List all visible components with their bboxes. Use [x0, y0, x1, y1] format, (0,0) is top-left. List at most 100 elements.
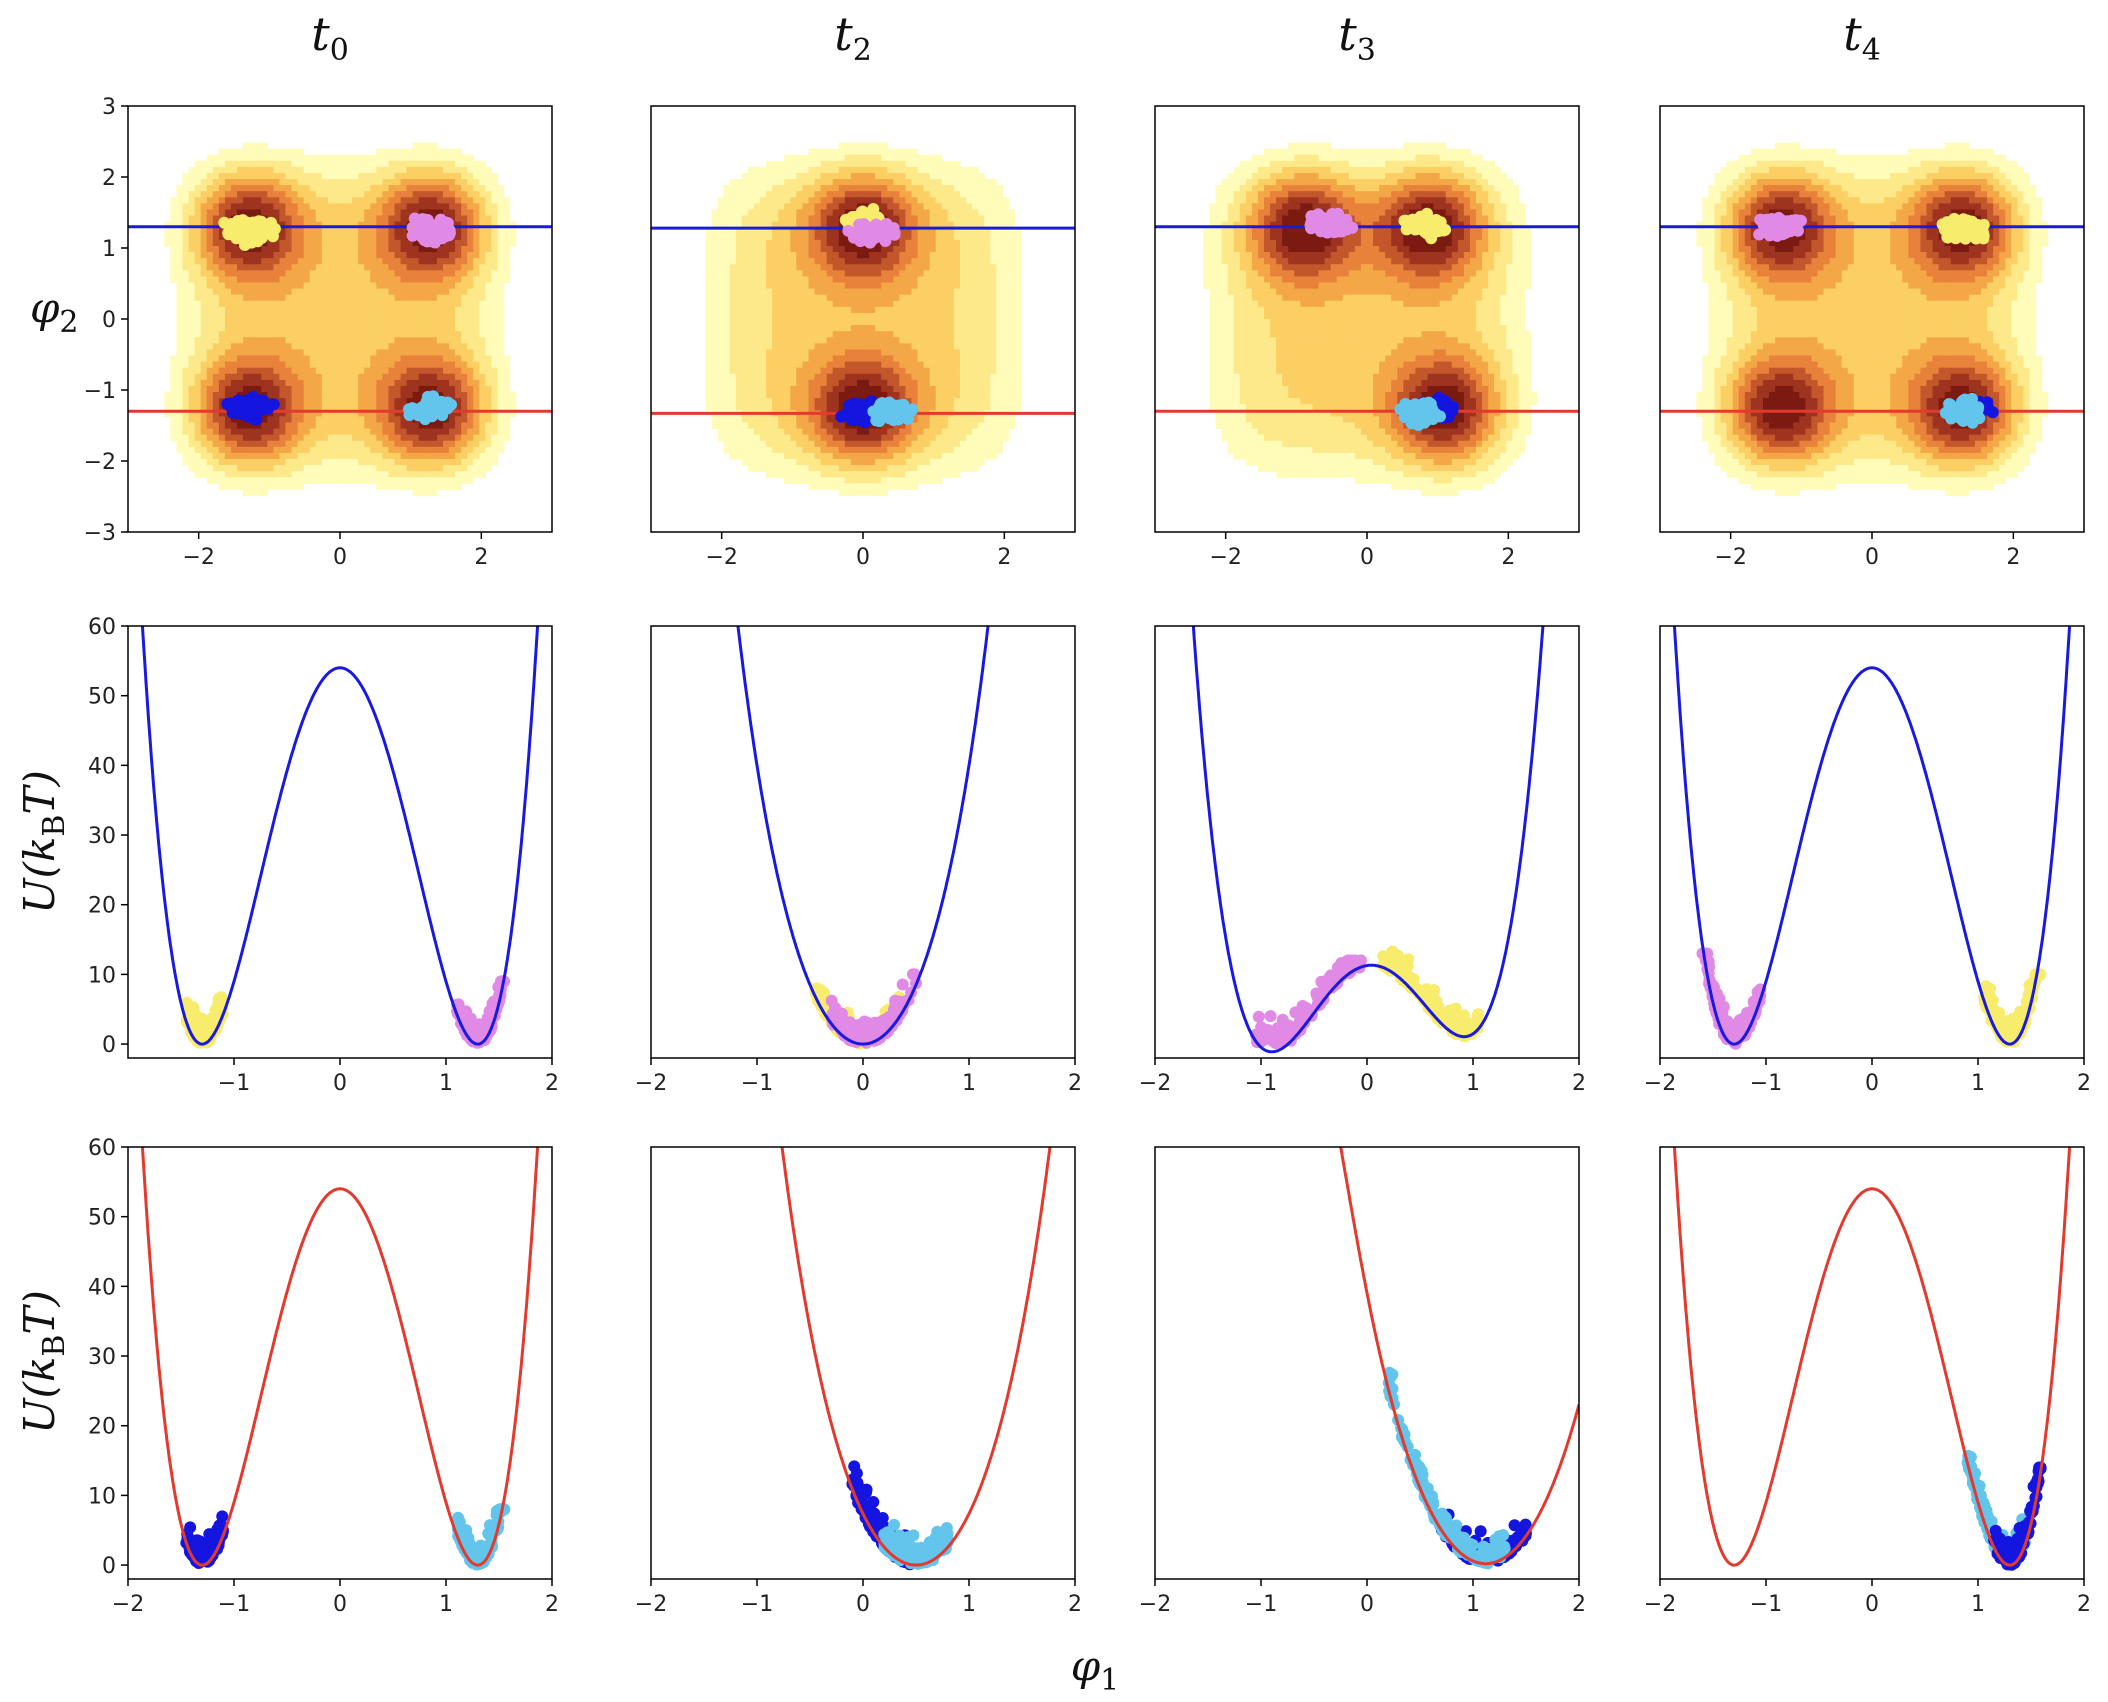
y-tick-label: 30	[88, 824, 116, 849]
point	[907, 1529, 920, 1542]
point	[908, 1552, 921, 1565]
point	[406, 221, 419, 234]
x-tick-label: −1	[741, 1071, 773, 1096]
x-tick-label: −1	[218, 1592, 250, 1617]
cluster-pink	[1304, 207, 1359, 239]
panel-row2-t3: −2 −1 0 1 2	[1139, 625, 1586, 1096]
x-tick-label: 0	[856, 545, 870, 570]
point	[1508, 1519, 1521, 1532]
y-tick-label: 50	[88, 685, 116, 710]
x-tick-label: 2	[1572, 1071, 1586, 1096]
cluster-yellow	[1936, 212, 1990, 245]
point	[1429, 997, 1442, 1010]
cluster-light_blue	[878, 1518, 954, 1570]
y-tick-label: 20	[88, 894, 116, 919]
point	[1277, 1021, 1290, 1034]
energy-curve	[140, 626, 540, 1046]
x-tick-label: 2	[2077, 1592, 2091, 1617]
x-tick-label: −2	[1644, 1071, 1676, 1096]
cluster-light_blue	[1394, 396, 1446, 431]
x-tick-label: 0	[333, 1592, 347, 1617]
panel-row3-t3: −2 −1 0 1 2	[1139, 1146, 1586, 1617]
x-tick-label: 1	[439, 1071, 453, 1096]
point	[1716, 1004, 1729, 1017]
point	[906, 968, 919, 981]
x-tick-label: −2	[182, 545, 214, 570]
point	[2001, 1023, 2014, 1036]
point	[1335, 214, 1348, 227]
point	[1781, 215, 1794, 228]
energy-curve	[1339, 1147, 1579, 1566]
point	[1949, 232, 1962, 245]
point	[460, 1005, 473, 1018]
x-tick-label: 0	[1865, 545, 1879, 570]
point	[1392, 961, 1405, 974]
point	[1438, 1008, 1451, 1021]
point	[1295, 1012, 1308, 1025]
point	[1455, 1021, 1468, 1034]
y-tick-label: 0	[102, 1033, 116, 1058]
y-tick-label: 60	[88, 1136, 116, 1161]
column-title: t3	[1338, 7, 1376, 68]
axes-frame	[650, 625, 1076, 1059]
x-tick-label: −1	[1750, 1592, 1782, 1617]
point	[889, 1000, 902, 1013]
axes-frame	[1659, 625, 2085, 1059]
y-tick-label: 40	[88, 754, 116, 779]
x-tick-label: 1	[962, 1592, 976, 1617]
x-label-phi1: φ1	[1071, 1641, 1120, 1698]
y-tick-label: 10	[88, 1484, 116, 1509]
point	[850, 1467, 863, 1480]
point	[1305, 221, 1318, 234]
cluster-light_blue	[403, 390, 458, 426]
point	[873, 415, 886, 428]
y-tick-label: 40	[88, 1275, 116, 1300]
point	[216, 1510, 229, 1523]
point	[1478, 1540, 1491, 1553]
x-tick-label: −2	[1714, 545, 1746, 570]
point	[1753, 228, 1766, 241]
y-tick-label: 3	[102, 95, 116, 120]
point	[1414, 985, 1427, 998]
contour-fill	[164, 142, 517, 497]
x-tick-label: 1	[1466, 1071, 1480, 1096]
point	[826, 1008, 839, 1021]
point	[876, 228, 889, 241]
cluster-yellow	[218, 214, 281, 251]
point	[242, 220, 255, 233]
point	[460, 1524, 473, 1537]
point	[263, 224, 276, 237]
y-tick-label: 1	[102, 237, 116, 262]
x-tick-label: 2	[1501, 545, 1515, 570]
energy-curve	[1191, 626, 1545, 1054]
point	[1466, 1538, 1479, 1551]
point	[1489, 1546, 1502, 1559]
point	[1334, 962, 1347, 975]
x-tick-label: 2	[1572, 1592, 1586, 1617]
y-tick-label: 60	[88, 615, 116, 640]
point	[196, 1012, 209, 1025]
panel-row3-t2: −2 −1 0 1 2	[635, 1146, 1082, 1617]
energy-curve	[1672, 1147, 2072, 1567]
x-axis-label: φ1	[1071, 1641, 1120, 1698]
point	[235, 228, 248, 241]
column-title: t0	[311, 7, 349, 68]
contour-fill	[1696, 142, 2049, 497]
x-tick-label: 1	[1971, 1592, 1985, 1617]
y-tick-label: 50	[88, 1206, 116, 1231]
cluster-light_blue	[1939, 392, 1986, 429]
point	[1300, 1001, 1313, 1014]
cluster-pink	[1249, 954, 1367, 1050]
point	[1317, 216, 1330, 229]
point	[888, 1518, 901, 1531]
x-tick-label: 0	[856, 1071, 870, 1096]
axes-frame	[127, 1146, 553, 1580]
point	[1948, 212, 1961, 225]
point	[834, 1019, 847, 1032]
x-tick-label: 0	[333, 545, 347, 570]
point	[864, 236, 877, 249]
